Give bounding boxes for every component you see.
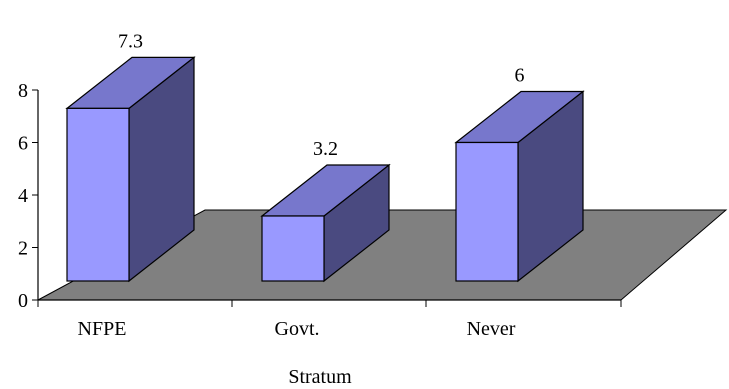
x-tick-label: Never xyxy=(467,318,516,340)
bar-front xyxy=(455,141,519,282)
data-label: 6 xyxy=(515,65,525,87)
bar-front xyxy=(66,107,130,282)
y-tick-label: 0 xyxy=(18,290,28,312)
bar-govt xyxy=(260,163,391,283)
y-tick-label: 8 xyxy=(18,80,28,102)
y-tick-label: 4 xyxy=(18,185,28,207)
bar-front xyxy=(261,215,325,282)
bar-nfpe xyxy=(65,56,196,283)
x-axis-title: Stratum xyxy=(288,366,352,388)
bar-never xyxy=(454,90,585,283)
x-tick-label: NFPE xyxy=(78,318,127,340)
data-label: 3.2 xyxy=(313,138,338,160)
x-tick-label: Govt. xyxy=(275,318,320,340)
y-tick-label: 2 xyxy=(18,238,28,260)
y-tick-label: 6 xyxy=(18,133,28,155)
data-label: 7.3 xyxy=(118,30,143,52)
